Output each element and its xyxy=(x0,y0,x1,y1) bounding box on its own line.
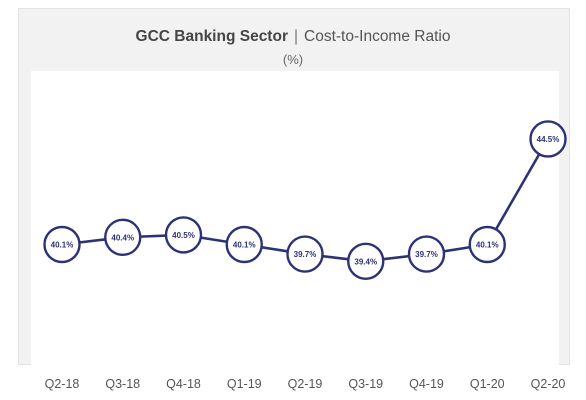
data-label: 40.5% xyxy=(172,231,195,240)
data-label: 40.4% xyxy=(111,233,134,242)
data-label: 39.4% xyxy=(354,257,377,266)
chart-unit: (%) xyxy=(282,52,304,67)
data-point-marker xyxy=(347,242,385,280)
x-tick-label: Q1-20 xyxy=(470,377,505,391)
data-label: 39.7% xyxy=(415,250,438,259)
chart-subtitle: Cost-to-Income Ratio xyxy=(304,28,451,45)
data-point-marker xyxy=(529,120,567,158)
x-tick-label: Q1-19 xyxy=(227,377,262,391)
data-point-marker xyxy=(225,225,263,264)
x-tick-label: Q2-20 xyxy=(531,377,566,391)
data-label: 39.7% xyxy=(294,250,317,259)
data-point-marker xyxy=(164,216,203,254)
x-tick-label: Q2-19 xyxy=(288,377,323,391)
chart-title: GCC Banking Sector | Cost-to-Income Ratio xyxy=(0,28,586,46)
data-label: 40.1% xyxy=(51,240,74,249)
data-label: 44.5% xyxy=(537,135,560,144)
data-point-marker xyxy=(286,235,324,273)
x-tick-label: Q4-18 xyxy=(166,377,201,391)
data-point-marker xyxy=(468,225,506,264)
data-point-marker xyxy=(407,235,446,273)
chart-title-main: GCC Banking Sector xyxy=(135,28,288,45)
x-tick-label: Q3-18 xyxy=(105,377,140,391)
title-separator: | xyxy=(293,28,299,45)
x-tick-label: Q2-18 xyxy=(45,377,80,391)
data-label: 40.1% xyxy=(233,240,256,249)
data-point-marker xyxy=(104,218,142,257)
data-label: 40.1% xyxy=(476,240,499,249)
x-tick-label: Q3-19 xyxy=(348,377,383,391)
plot-area xyxy=(31,71,559,365)
x-tick-label: Q4-19 xyxy=(409,377,444,391)
chart-card xyxy=(18,8,570,365)
data-point-marker xyxy=(43,225,81,264)
